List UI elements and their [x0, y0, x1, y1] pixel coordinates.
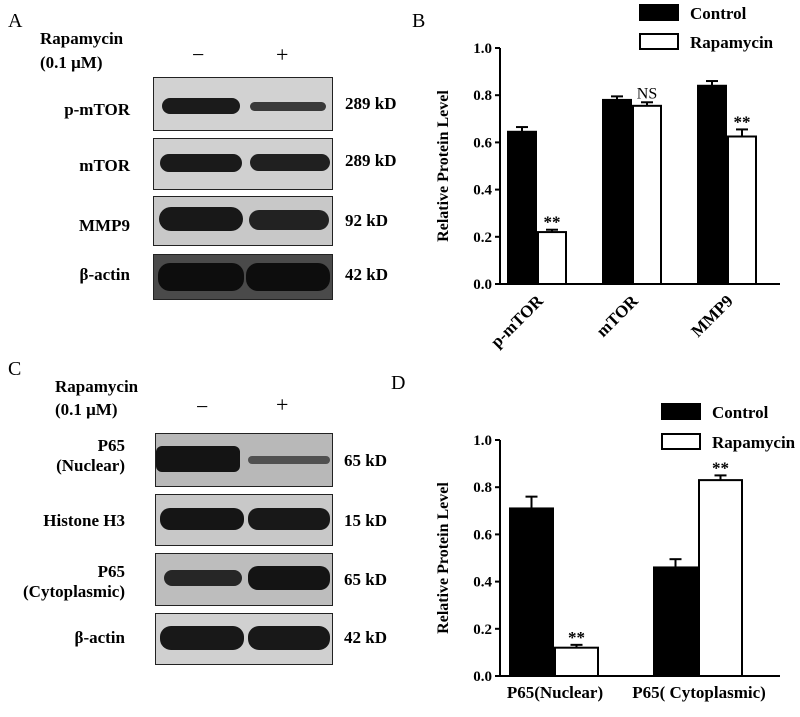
y-tick-label: 0.8 — [473, 88, 492, 104]
panel-c-treatment-dose: (0.1 μM) — [55, 400, 118, 419]
panel-a-row-label: MMP9 — [79, 216, 130, 235]
panel-c-row-label: Histone H3 — [43, 511, 125, 530]
panel-a-treatment-name: Rapamycin — [40, 29, 124, 48]
legend-label: Control — [690, 4, 747, 23]
panel-c-lane-minus: − — [196, 394, 209, 419]
panel-a-row-label: mTOR — [79, 156, 130, 175]
legend-label: Rapamycin — [712, 433, 796, 452]
y-tick-label: 0.0 — [473, 669, 492, 685]
y-tick-label: 0.6 — [473, 527, 492, 543]
significance-label: ** — [568, 628, 585, 647]
legend-swatch-control — [661, 403, 701, 420]
legend-label: Rapamycin — [690, 33, 774, 52]
legend-label: Control — [712, 403, 769, 422]
western-blot-band-image — [155, 433, 333, 487]
panel-a-lane-plus: + — [276, 42, 289, 67]
panel-a-treatment-dose: (0.1 μM) — [40, 53, 103, 72]
panel-c-row-label-line2: (Cytoplasmic) — [23, 582, 125, 601]
western-blot-band-image — [153, 77, 333, 131]
x-category-label: mTOR — [593, 291, 643, 341]
legend-swatch-rapamycin — [639, 33, 679, 50]
legend-swatch-control — [639, 4, 679, 21]
panel-c-row-label-line2: (Nuclear) — [56, 456, 125, 475]
panel-c-kd: 65 kD — [344, 570, 387, 589]
panel-c-lane-plus: + — [276, 392, 289, 417]
panel-a-kd: 92 kD — [345, 211, 388, 230]
bar-rapamycin — [698, 479, 743, 678]
y-tick-label: 1.0 — [473, 41, 492, 57]
bar-control — [602, 98, 632, 285]
panel-a-lane-minus: − — [192, 42, 205, 67]
panel-a-row-label: β-actin — [79, 265, 130, 284]
bar-control — [509, 507, 554, 677]
significance-label: ** — [544, 213, 561, 232]
significance-label: NS — [637, 85, 657, 102]
legend-swatch-rapamycin — [661, 433, 701, 450]
panel-c-row-label: β-actin — [74, 628, 125, 647]
panel-a-row-label: p-mTOR — [64, 100, 130, 119]
western-blot-band-image — [153, 254, 333, 300]
y-tick-label: 0.2 — [473, 622, 492, 638]
bar-chart-b: 0.0 0.2 0.4 0.6 0.8 1.0 Relative Protein Level… — [435, 4, 780, 351]
y-tick-label: 0.2 — [473, 230, 492, 246]
panel-c-row-label: P65 — [97, 562, 125, 581]
panel-d-letter: D — [391, 372, 406, 394]
y-tick-label: 0.0 — [473, 277, 492, 293]
bar-rapamycin — [554, 646, 599, 677]
x-category-label: p-mTOR — [487, 291, 547, 351]
panel-b-letter: B — [412, 10, 426, 32]
bar-control — [507, 130, 537, 285]
panel-c-kd: 42 kD — [344, 628, 387, 647]
panel-c-treatment-name: Rapamycin — [55, 377, 139, 396]
western-blot-band-image — [155, 494, 333, 546]
panel-c-kd: 65 kD — [344, 451, 387, 470]
panel-a-kd: 42 kD — [345, 265, 388, 284]
bar-control — [653, 566, 698, 677]
y-tick-label: 0.4 — [473, 183, 492, 199]
significance-label: ** — [734, 112, 751, 131]
panel-c-letter: C — [8, 358, 22, 380]
y-tick-label: 0.8 — [473, 480, 492, 496]
panel-a-letter: A — [8, 10, 23, 32]
western-blot-band-image — [155, 613, 333, 665]
x-category-label: P65(Nuclear) — [507, 683, 603, 702]
bar-control — [697, 84, 727, 286]
y-tick-label: 0.6 — [473, 135, 492, 151]
y-axis-label: Relative Protein Level — [435, 482, 452, 634]
x-category-label: P65( Cytoplasmic) — [632, 683, 766, 702]
western-blot-band-image — [153, 196, 333, 246]
bar-rapamycin — [727, 135, 757, 285]
bar-rapamycin — [632, 104, 662, 285]
y-axis-label: Relative Protein Level — [435, 90, 452, 242]
bar-rapamycin — [537, 231, 567, 285]
x-category-label: MMP9 — [687, 291, 736, 340]
y-tick-label: 1.0 — [473, 433, 492, 449]
panel-a-kd: 289 kD — [345, 94, 397, 113]
significance-label: ** — [712, 458, 729, 477]
western-blot-band-image — [153, 138, 333, 190]
panel-c-row-label: P65 — [97, 436, 125, 455]
panel-c-kd: 15 kD — [344, 511, 387, 530]
western-blot-band-image — [155, 553, 333, 606]
panel-a-kd: 289 kD — [345, 151, 397, 170]
y-tick-label: 0.4 — [473, 575, 492, 591]
bar-chart-d: 0.0 0.2 0.4 0.6 0.8 1.0 Relative Protein Level… — [435, 403, 796, 702]
